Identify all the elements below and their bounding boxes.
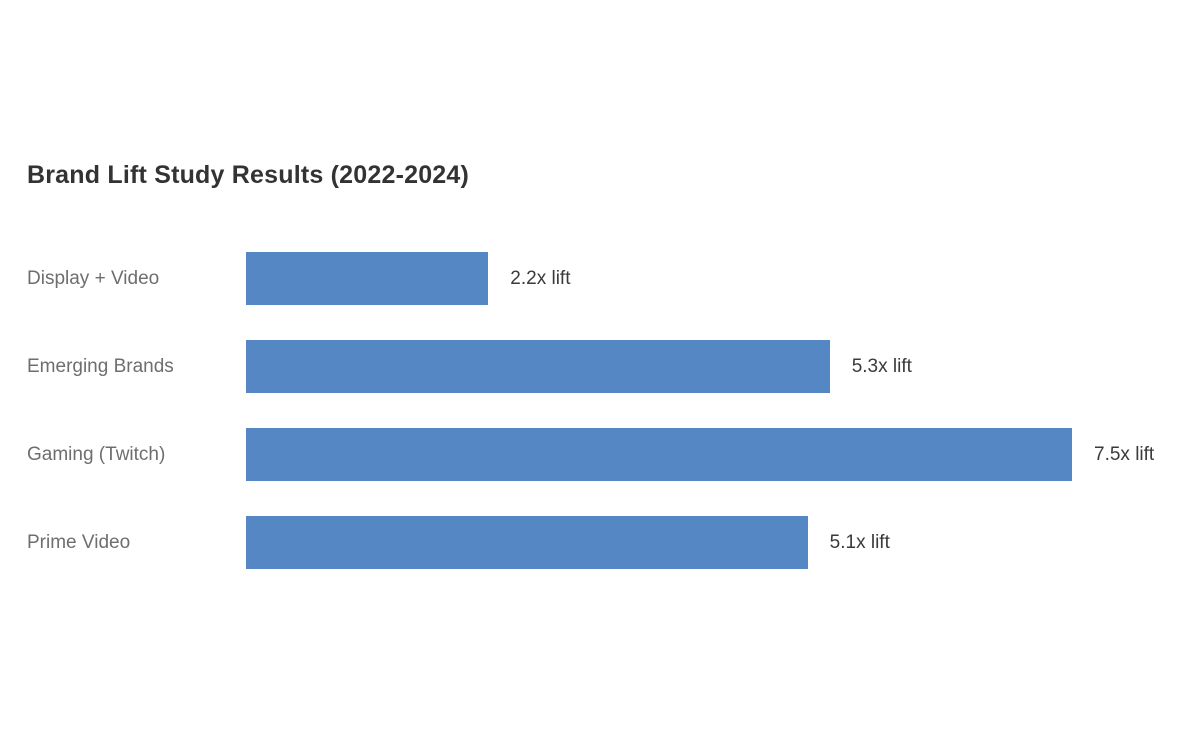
bar	[246, 340, 830, 393]
bar	[246, 516, 808, 569]
chart-row: Gaming (Twitch) 7.5x lift	[27, 428, 1200, 481]
value-label: 5.1x lift	[829, 532, 890, 553]
chart-rows: Display + Video 2.2x lift Emerging Brand…	[27, 252, 1200, 569]
chart-row: Emerging Brands 5.3x lift	[27, 340, 1200, 393]
bar	[246, 428, 1072, 481]
bar	[246, 252, 489, 305]
chart-row: Prime Video 5.1x lift	[27, 516, 1200, 569]
category-label: Emerging Brands	[27, 356, 174, 377]
value-label: 7.5x lift	[1094, 444, 1155, 465]
category-label: Prime Video	[27, 532, 131, 553]
category-label: Display + Video	[27, 268, 160, 289]
brand-lift-chart: Brand Lift Study Results (2022-2024) Dis…	[27, 161, 1200, 569]
chart-title: Brand Lift Study Results (2022-2024)	[27, 161, 470, 189]
value-label: 2.2x lift	[510, 268, 571, 289]
category-label: Gaming (Twitch)	[27, 444, 166, 465]
chart-row: Display + Video 2.2x lift	[27, 252, 1200, 305]
value-label: 5.3x lift	[851, 356, 912, 377]
